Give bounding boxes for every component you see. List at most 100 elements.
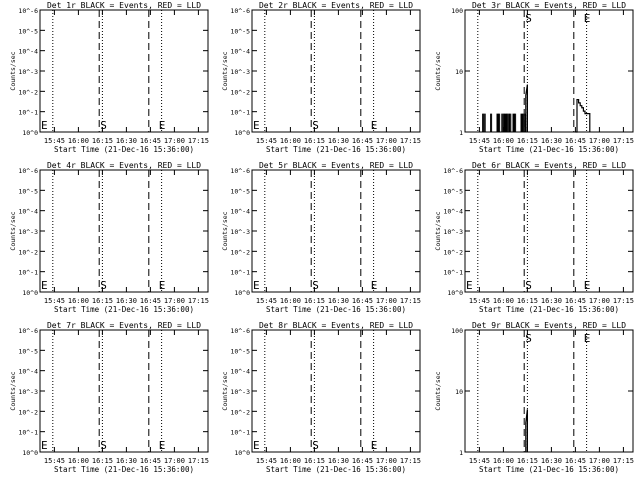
y-tick-label: 100 <box>451 327 463 335</box>
y-axis-label: Counts/sec <box>434 51 442 90</box>
y-axis-label: Counts/sec <box>221 51 229 90</box>
x-tick-label: 16:45 <box>140 137 161 145</box>
x-tick-label: 16:45 <box>352 297 373 305</box>
y-tick-label: 10^0 <box>234 129 250 137</box>
x-axis-label: Start Time (21-Dec-16 15:36:00) <box>479 145 619 154</box>
y-tick-label: 10^-2 <box>443 248 463 256</box>
y-tick-label: 10^-4 <box>18 368 38 376</box>
x-tick-label: 16:30 <box>116 297 137 305</box>
y-tick-label: 10^-3 <box>230 228 250 236</box>
x-tick-label: 17:15 <box>188 457 209 465</box>
x-tick-label: 17:15 <box>613 457 634 465</box>
end-marker-label: E <box>371 279 378 292</box>
x-tick-label: 16:30 <box>116 137 137 145</box>
x-tick-label: 16:30 <box>328 137 349 145</box>
x-tick-label: 17:00 <box>376 137 397 145</box>
end-marker-label: E <box>584 12 591 25</box>
y-tick-label: 10^-2 <box>230 88 250 96</box>
y-tick-label: 10^-2 <box>18 88 38 96</box>
x-tick-label: 16:15 <box>517 137 538 145</box>
edge-marker-label: E <box>466 279 473 292</box>
x-tick-label: 16:00 <box>280 137 301 145</box>
count-rate-series <box>575 98 591 133</box>
y-axis-label: Counts/sec <box>434 211 442 250</box>
x-tick-label: 15:45 <box>44 457 65 465</box>
y-tick-label: 10^-2 <box>18 408 38 416</box>
x-tick-label: 15:45 <box>469 457 490 465</box>
end-marker-label: E <box>371 439 378 452</box>
x-tick-label: 17:00 <box>164 297 185 305</box>
x-tick-label: 17:15 <box>613 137 634 145</box>
edge-marker-label: E <box>41 439 48 452</box>
x-tick-label: 15:45 <box>256 457 277 465</box>
x-tick-label: 16:30 <box>116 457 137 465</box>
x-tick-label: 17:00 <box>589 137 610 145</box>
y-tick-label: 10^-5 <box>18 187 38 195</box>
y-axis-label: Counts/sec <box>9 371 17 410</box>
panel-title: Det 1r BLACK = Events, RED = LLD <box>47 1 201 10</box>
panel-title: Det 9r BLACK = Events, RED = LLD <box>472 321 626 330</box>
x-tick-label: 16:00 <box>68 137 89 145</box>
y-tick-label: 10^-6 <box>18 7 38 15</box>
x-tick-label: 17:15 <box>400 297 421 305</box>
y-tick-label: 10^-6 <box>443 167 463 175</box>
y-tick-label: 10^-2 <box>230 408 250 416</box>
start-marker-label: S <box>312 439 319 452</box>
x-tick-label: 16:30 <box>541 297 562 305</box>
edge-marker-label: E <box>253 279 260 292</box>
x-axis-label: Start Time (21-Dec-16 15:36:00) <box>54 305 194 314</box>
plot-frame <box>251 169 421 293</box>
y-tick-label: 10^-4 <box>18 208 38 216</box>
x-tick-label: 15:45 <box>256 297 277 305</box>
y-tick-label: 10^-5 <box>230 347 250 355</box>
y-tick-label: 10^0 <box>22 289 38 297</box>
end-marker-label: E <box>584 332 591 345</box>
y-tick-label: 10^-3 <box>18 388 38 396</box>
plot-frame <box>39 169 209 293</box>
y-tick-label: 10^-4 <box>443 208 463 216</box>
y-tick-label: 10^-6 <box>18 327 38 335</box>
detector-panel-3: Det 3r BLACK = Events, RED = LLD 1 10 100 Co… <box>434 1 634 154</box>
y-tick-label: 10^-3 <box>18 228 38 236</box>
x-tick-label: 16:00 <box>280 457 301 465</box>
x-tick-label: 16:00 <box>493 137 514 145</box>
x-tick-label: 15:45 <box>469 297 490 305</box>
y-tick-label: 10^-6 <box>18 167 38 175</box>
panel-title: Det 7r BLACK = Events, RED = LLD <box>47 321 201 330</box>
panel-title: Det 2r BLACK = Events, RED = LLD <box>259 1 413 10</box>
detector-panel-7: Det 7r BLACK = Events, RED = LLD 10^0 10^-… <box>9 321 209 474</box>
y-tick-label: 10^-4 <box>230 368 250 376</box>
panel-title: Det 3r BLACK = Events, RED = LLD <box>472 1 626 10</box>
y-tick-label: 10^-2 <box>230 248 250 256</box>
detector-panel-2: Det 2r BLACK = Events, RED = LLD 10^0 10^-… <box>221 1 421 154</box>
end-marker-label: E <box>159 279 166 292</box>
start-marker-label: S <box>100 119 107 132</box>
y-axis-label: Counts/sec <box>221 211 229 250</box>
plot-frame <box>464 329 634 453</box>
y-tick-label: 10 <box>455 68 463 76</box>
x-axis-label: Start Time (21-Dec-16 15:36:00) <box>54 145 194 154</box>
x-tick-label: 16:30 <box>541 457 562 465</box>
detector-panel-9: Det 9r BLACK = Events, RED = LLD 1 10 100 Co… <box>434 321 634 474</box>
start-marker-label: S <box>100 279 107 292</box>
y-axis-label: Counts/sec <box>9 211 17 250</box>
edge-marker-label: E <box>41 119 48 132</box>
x-tick-label: 17:15 <box>188 297 209 305</box>
x-tick-label: 17:00 <box>164 457 185 465</box>
count-rate-series <box>525 84 529 132</box>
y-tick-label: 10^-4 <box>230 208 250 216</box>
x-tick-label: 16:00 <box>493 297 514 305</box>
y-tick-label: 1 <box>459 129 463 137</box>
x-tick-label: 17:00 <box>589 297 610 305</box>
plot-frame <box>251 9 421 133</box>
x-axis-label: Start Time (21-Dec-16 15:36:00) <box>266 145 406 154</box>
x-tick-label: 16:45 <box>140 457 161 465</box>
x-tick-label: 16:15 <box>304 137 325 145</box>
x-tick-label: 16:45 <box>565 137 586 145</box>
y-axis-label: Counts/sec <box>9 51 17 90</box>
y-tick-label: 10^-1 <box>230 269 250 277</box>
plot-frame <box>464 169 634 293</box>
y-tick-label: 10^-1 <box>230 429 250 437</box>
x-axis-label: Start Time (21-Dec-16 15:36:00) <box>54 465 194 474</box>
